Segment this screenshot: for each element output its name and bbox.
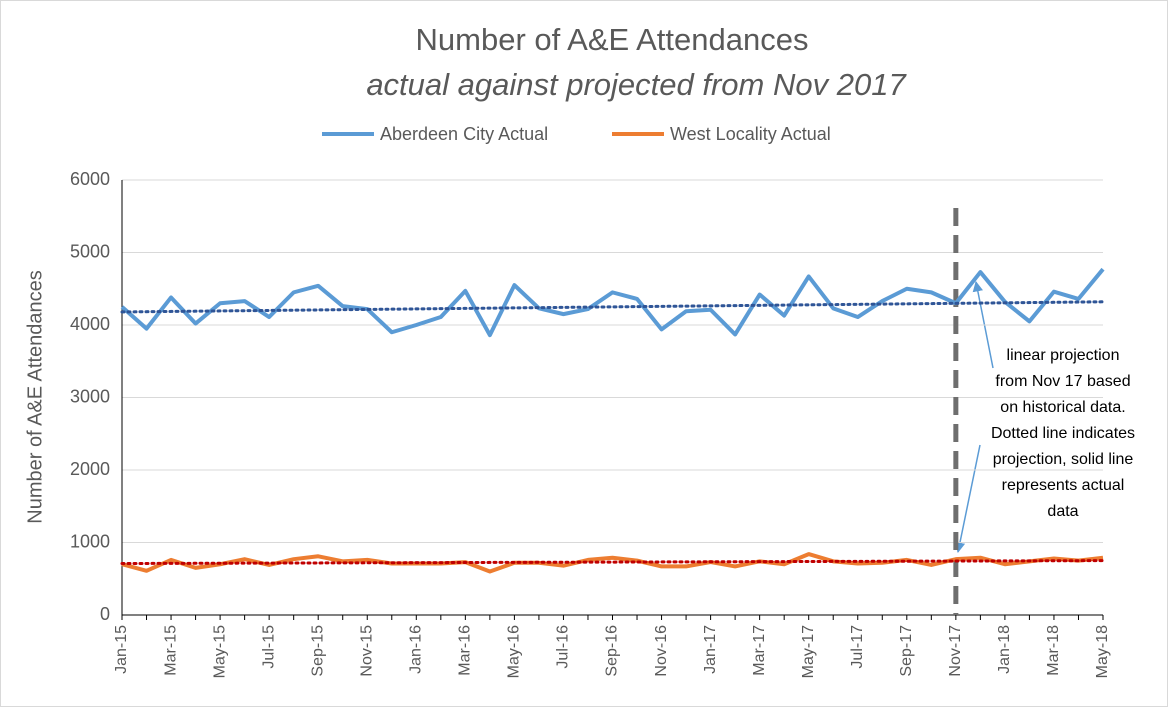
series-line <box>120 267 1105 338</box>
x-tick-label: Mar-18 <box>1045 625 1062 676</box>
chart-title: Number of A&E Attendances <box>416 22 809 57</box>
x-tick-label: Jan-15 <box>113 625 130 674</box>
x-tick-label: May-17 <box>800 625 817 678</box>
x-tick-label: Sep-16 <box>604 625 621 677</box>
x-tick-label: Jul-17 <box>849 625 866 669</box>
legend-label: West Locality Actual <box>670 124 831 144</box>
x-tick-label: Nov-16 <box>653 625 670 677</box>
x-tick-label: Mar-15 <box>162 625 179 676</box>
y-tick-label: 3000 <box>70 386 110 406</box>
y-tick-label: 6000 <box>70 169 110 189</box>
x-tick-label: Nov-15 <box>358 625 375 677</box>
annotation-text: on historical data. <box>1000 399 1125 416</box>
annotation-text: from Nov 17 based <box>995 373 1130 390</box>
legend-label: Aberdeen City Actual <box>380 124 548 144</box>
x-tick-label: Jan-17 <box>702 625 719 674</box>
annotation-text: linear projection <box>1007 347 1120 364</box>
x-tick-label: Sep-17 <box>898 625 915 677</box>
x-tick-label: Sep-15 <box>309 625 326 677</box>
x-tick-label: Nov-17 <box>947 625 964 677</box>
x-tick-label: Jul-15 <box>260 625 277 669</box>
y-tick-label: 4000 <box>70 314 110 334</box>
y-axis-label: Number of A&E Attendances <box>24 270 46 524</box>
chart-subtitle: actual against projected from Nov 2017 <box>366 67 907 102</box>
x-tick-label: May-18 <box>1094 625 1111 678</box>
y-tick-label: 2000 <box>70 459 110 479</box>
trendline <box>120 300 1105 314</box>
trendline <box>120 559 1105 566</box>
x-tick-label: May-16 <box>506 625 523 678</box>
annotation-text: data <box>1047 503 1078 520</box>
annotation-text: projection, solid line <box>993 451 1134 468</box>
x-tick-label: Mar-16 <box>457 625 474 676</box>
annotation-text: represents actual <box>1002 477 1125 494</box>
y-tick-label: 5000 <box>70 241 110 261</box>
series-line <box>121 552 1104 574</box>
y-tick-label: 0 <box>100 604 110 624</box>
x-tick-label: Mar-17 <box>751 625 768 676</box>
x-tick-label: Jan-16 <box>408 625 425 674</box>
annotation-arrow <box>954 444 981 554</box>
y-tick-label: 1000 <box>70 531 110 551</box>
x-tick-label: May-15 <box>211 625 228 678</box>
annotation-text: Dotted line indicates <box>991 425 1135 442</box>
x-tick-label: Jan-18 <box>996 625 1013 674</box>
x-tick-label: Jul-16 <box>555 625 572 669</box>
